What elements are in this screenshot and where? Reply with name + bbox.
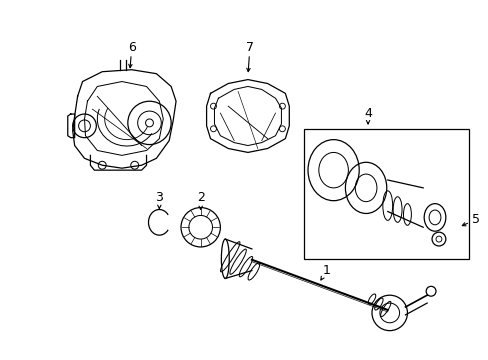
Text: 4: 4 bbox=[364, 107, 371, 120]
Bar bbox=[304, 129, 468, 259]
Text: 3: 3 bbox=[155, 191, 163, 204]
Text: 2: 2 bbox=[196, 191, 204, 204]
Text: 5: 5 bbox=[471, 213, 479, 226]
Text: 7: 7 bbox=[245, 41, 253, 54]
Text: 1: 1 bbox=[322, 264, 330, 277]
Text: 6: 6 bbox=[127, 41, 136, 54]
